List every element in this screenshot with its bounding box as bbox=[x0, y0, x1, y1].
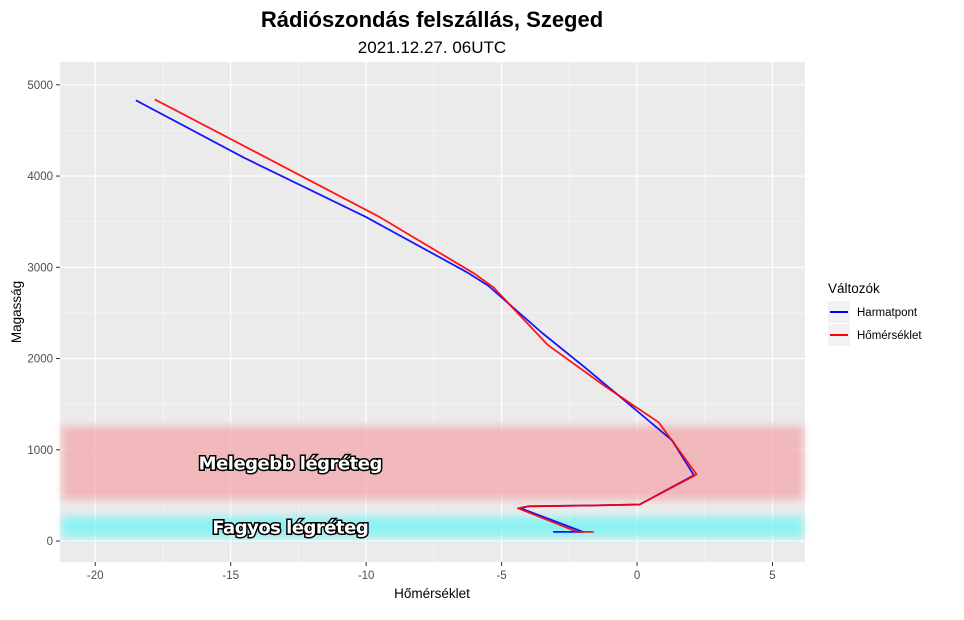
y-tick-label: 3000 bbox=[27, 262, 53, 274]
x-axis-label: Hőmérséklet bbox=[394, 586, 470, 601]
band-label: Melegebb légréteg bbox=[199, 454, 382, 475]
band-fagyos-légréteg bbox=[62, 516, 803, 538]
x-tick-label: -15 bbox=[222, 570, 239, 582]
y-tick-label: 0 bbox=[47, 536, 53, 548]
x-tick-label: -20 bbox=[87, 570, 104, 582]
bands bbox=[62, 426, 803, 538]
x-tick-label: -10 bbox=[358, 570, 375, 582]
band-melegebb-légréteg bbox=[62, 426, 803, 500]
chart-subtitle: 2021.12.27. 06UTC bbox=[358, 38, 506, 57]
band-label: Fagyos légréteg bbox=[212, 517, 368, 538]
band-labels: Melegebb légréteg Fagyos légréteg bbox=[197, 452, 384, 540]
y-tick-label: 5000 bbox=[27, 80, 53, 92]
legend: Változók Harmatpont Hőmérséklet bbox=[828, 281, 922, 346]
x-tick-label: -5 bbox=[496, 570, 506, 582]
chart-title: Rádiószondás felszállás, Szeged bbox=[261, 7, 603, 32]
series-line-hőmérséklet bbox=[154, 98, 698, 533]
legend-label: Hőmérséklet bbox=[857, 330, 922, 342]
y-tick-label: 2000 bbox=[27, 354, 53, 366]
y-tick-label: 1000 bbox=[27, 445, 53, 457]
x-tick-label: 5 bbox=[769, 570, 775, 582]
x-tick-label: 0 bbox=[634, 570, 640, 582]
y-tick-label: 4000 bbox=[27, 171, 53, 183]
legend-title: Változók bbox=[828, 281, 880, 296]
y-axis-label: Magasság bbox=[9, 281, 24, 343]
y-axis-ticks: 0 1000 2000 3000 4000 5000 bbox=[27, 80, 60, 548]
x-axis-ticks: -20 -15 -10 -5 0 5 bbox=[87, 562, 776, 582]
legend-label: Harmatpont bbox=[857, 307, 918, 319]
series-lines bbox=[135, 98, 698, 533]
